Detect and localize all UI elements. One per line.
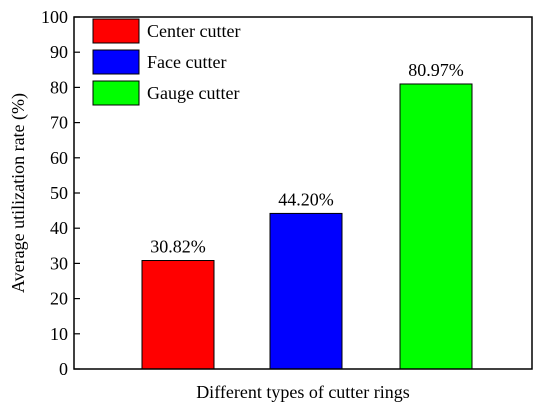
y-axis-label: Average utilization rate (%) bbox=[8, 93, 29, 293]
legend: Center cutter Face cutter Gauge cutter bbox=[92, 18, 240, 106]
bar-value-labels: 30.82% 44.20% 80.97% bbox=[150, 60, 464, 257]
y-tick-label: 70 bbox=[50, 113, 68, 133]
legend-swatch bbox=[92, 49, 140, 75]
x-axis-label: Different types of cutter rings bbox=[196, 382, 410, 402]
y-tick-label: 30 bbox=[50, 253, 68, 273]
y-tick-label: 100 bbox=[41, 7, 68, 27]
y-tick-label: 0 bbox=[59, 359, 68, 379]
legend-label: Gauge cutter bbox=[147, 83, 239, 103]
bar-gauge-cutter bbox=[399, 83, 473, 370]
y-tick-label: 80 bbox=[50, 77, 68, 97]
bar-value-label: 80.97% bbox=[408, 60, 464, 80]
y-tick-label: 50 bbox=[50, 183, 68, 203]
bar-face-cutter bbox=[269, 212, 343, 370]
legend-label: Center cutter bbox=[147, 21, 240, 41]
y-tick-label: 90 bbox=[50, 42, 68, 62]
bar-value-label: 44.20% bbox=[278, 189, 334, 209]
bar-value-label: 30.82% bbox=[150, 237, 206, 257]
legend-swatch bbox=[92, 80, 140, 106]
y-tick-label: 10 bbox=[50, 324, 68, 344]
y-tick-label: 40 bbox=[50, 218, 68, 238]
legend-swatch bbox=[92, 18, 140, 44]
bar-center-cutter bbox=[141, 260, 215, 370]
y-axis-ticks: 0 10 20 30 40 50 60 70 80 90 100 bbox=[41, 7, 80, 379]
bars-group bbox=[141, 83, 473, 370]
legend-label: Face cutter bbox=[147, 52, 226, 72]
y-tick-label: 60 bbox=[50, 148, 68, 168]
y-tick-label: 20 bbox=[50, 289, 68, 309]
